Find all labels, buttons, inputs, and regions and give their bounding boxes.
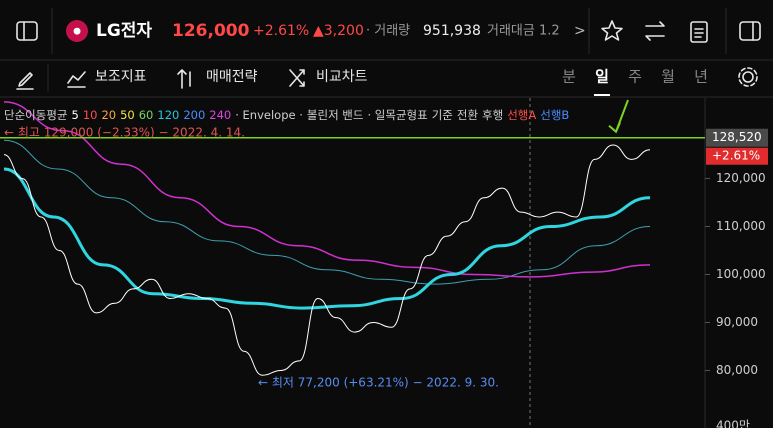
change-tag — [706, 147, 768, 165]
period-tab[interactable]: 일 — [595, 68, 609, 86]
series-line — [3, 139, 651, 285]
swap-icon[interactable] — [645, 21, 665, 41]
period-tab[interactable]: 월 — [661, 68, 675, 86]
strategy-icon — [177, 69, 191, 89]
sidebar-icon[interactable] — [16, 21, 38, 41]
series-line — [3, 101, 651, 278]
tool-button[interactable]: 비교차트 — [316, 69, 368, 85]
series-line — [3, 167, 651, 310]
volume: 951,938 — [423, 23, 481, 39]
y-tick-label: 90,000 — [716, 315, 758, 329]
memo-lines — [694, 28, 704, 38]
legend-item: 볼린저 밴드 — [307, 108, 364, 122]
legend-item: 50 — [120, 108, 135, 122]
period-tab[interactable]: 년 — [694, 68, 708, 86]
panel-icon[interactable] — [739, 21, 761, 41]
draw-icon[interactable] — [16, 72, 34, 90]
legend-item: 10 — [83, 108, 98, 122]
series-line — [3, 144, 651, 376]
indicator-icon — [67, 71, 86, 84]
compare-icon — [289, 69, 305, 87]
price-tag — [706, 128, 768, 147]
y-tick-label: 100,000 — [716, 267, 766, 281]
tool-button[interactable]: 매매전략 — [206, 69, 258, 85]
toolbar: 보조지표 매매전략 비교차트 분 일 주 월 년 — [0, 64, 773, 98]
legend-item: 선행B — [540, 108, 569, 122]
top-bar: ● LG전자 126,000 +2.61% ▲3,200 · 거래량 951,9… — [0, 8, 773, 61]
change-pct: +2.61% — [253, 23, 309, 39]
legend-item: 20 — [101, 108, 116, 122]
price: 126,000 — [172, 21, 250, 41]
volume-label: · 거래량 — [366, 24, 410, 39]
arrow — [608, 99, 629, 134]
legend-item: 60 — [139, 108, 154, 122]
volume-tick: 400만 — [716, 419, 750, 428]
settings-icon-gear — [738, 67, 758, 87]
legend-item: 단순이동평균 — [4, 108, 67, 122]
y-tick-label: 120,000 — [716, 171, 766, 185]
memo-icon[interactable] — [690, 21, 708, 43]
amount-label: 거래대금 1.2 — [487, 24, 560, 39]
more[interactable]: > — [574, 23, 586, 39]
change: ▲3,200 — [313, 23, 364, 39]
legend-item: 선행A — [507, 108, 536, 122]
legend-item: · 일목균형표 — [367, 108, 427, 122]
legend: 단순이동평균 5 10 20 50 60 120 200 240 · Envelope · 볼린저 … — [4, 108, 569, 122]
logo-mark: ● — [73, 27, 81, 37]
legend-item: 200 — [183, 108, 205, 122]
annotation: ← 최저 77,200 (+63.21%) − 2022. 9. 30. — [258, 376, 499, 390]
change-tag-label: +2.61% — [712, 149, 760, 163]
legend-item: 후행 — [482, 108, 503, 122]
stock-name[interactable]: LG전자 — [96, 21, 152, 41]
logo — [66, 20, 88, 42]
legend-item: 240 — [209, 108, 231, 122]
annotation: ← 최고 129,000 (−2.33%) − 2022. 4. 14. — [4, 126, 245, 140]
star-icon[interactable] — [601, 20, 623, 41]
legend-item: · Envelope · — [235, 108, 303, 122]
legend-item: 5 — [71, 108, 78, 122]
y-tick-label: 80,000 — [716, 363, 758, 377]
price-tag-label: 128,520 — [712, 130, 762, 144]
settings-icon[interactable] — [742, 71, 754, 83]
y-tick-label: 110,000 — [716, 219, 766, 233]
legend-item: 120 — [157, 108, 179, 122]
plot — [3, 98, 651, 428]
period-tab[interactable]: 주 — [628, 68, 642, 86]
legend-item: 기준 — [432, 108, 453, 122]
period-tab[interactable]: 분 — [562, 68, 576, 86]
tool-button[interactable]: 보조지표 — [95, 69, 147, 85]
legend-item: 전환 — [457, 108, 479, 122]
